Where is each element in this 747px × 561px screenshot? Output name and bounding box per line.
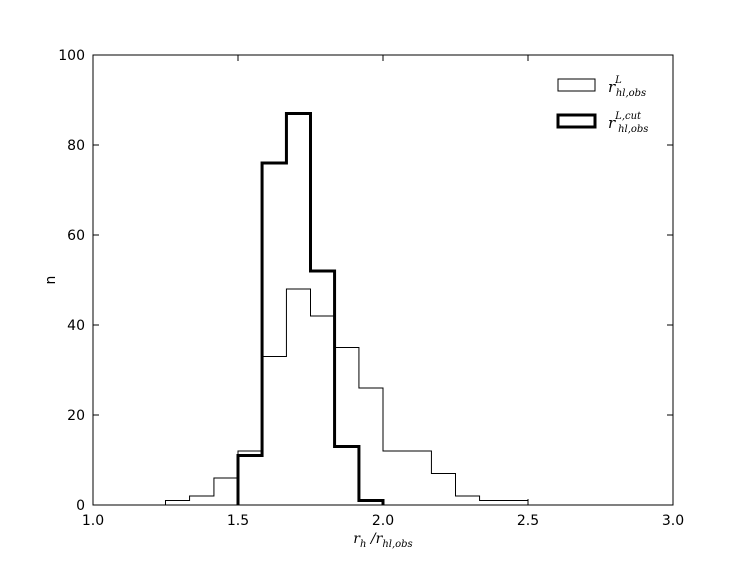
y-tick-label: 0 (76, 498, 85, 514)
y-axis-label: n (43, 276, 59, 285)
histogram-series-thin (93, 288, 601, 506)
legend-label-thin: rL hl,obs (608, 75, 646, 99)
y-tick-label: 20 (67, 408, 85, 424)
legend-label-thick: rL,cut hl,obs (608, 111, 648, 135)
y-tick-label: 100 (58, 48, 85, 64)
series-group (93, 112, 601, 506)
x-tick-label: 2.0 (372, 513, 394, 529)
legend-swatch-thick (556, 113, 597, 129)
x-tick-label: 2.5 (517, 513, 539, 529)
y-tick-label: 80 (67, 138, 85, 154)
x-tick-label: 3.0 (662, 513, 684, 529)
x-axis-label: rh /rhl,obs (353, 531, 412, 550)
y-tick-label: 40 (67, 318, 85, 334)
legend: rL hl,obs rL,cut hl,obs (556, 75, 648, 135)
legend-swatch-thin (557, 78, 596, 92)
x-tick-label: 1.0 (82, 513, 104, 529)
y-tick-label: 60 (67, 228, 85, 244)
x-tick-label: 1.5 (227, 513, 249, 529)
histogram-series-thick (236, 112, 385, 505)
